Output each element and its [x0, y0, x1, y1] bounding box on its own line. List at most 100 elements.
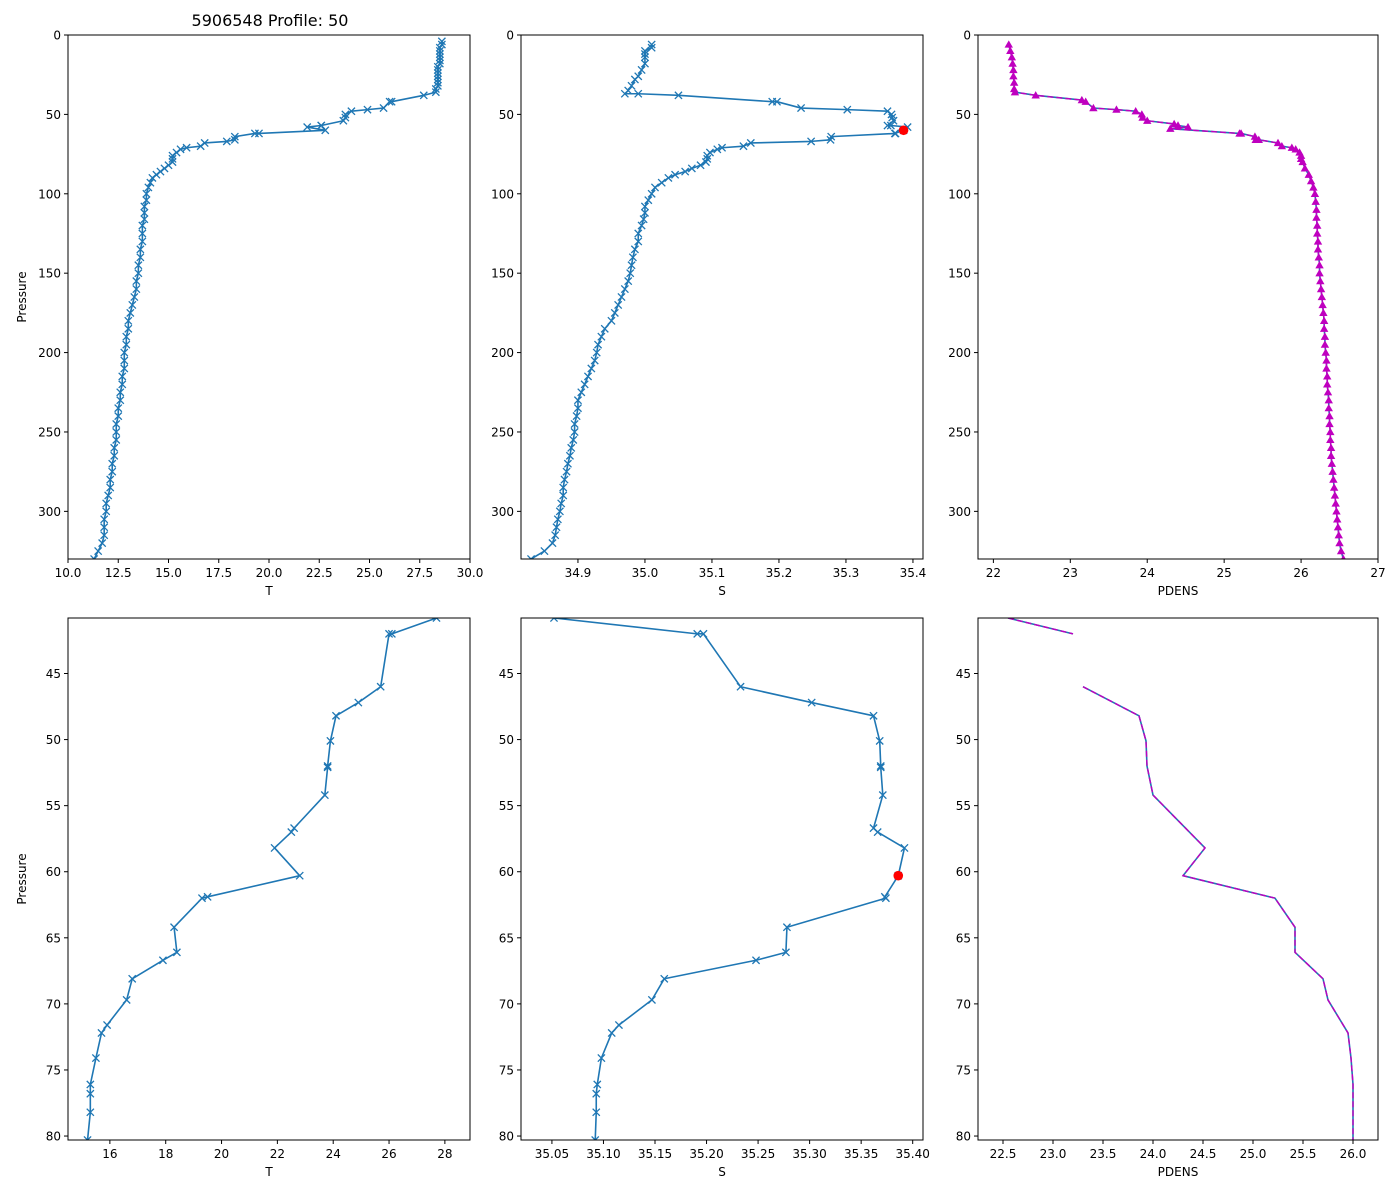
data-point-triangle-marker: [1317, 292, 1327, 301]
x-tick-label: 30.0: [457, 566, 484, 580]
x-tick-label: 35.3: [833, 566, 860, 580]
data-point-x-marker: [100, 515, 109, 524]
data-point-x-marker: [827, 132, 836, 141]
data-point-x-marker: [570, 419, 579, 429]
data-point-x-marker: [560, 475, 569, 484]
data-point-triangle-marker: [1009, 65, 1018, 74]
data-point-x-marker: [323, 763, 332, 772]
data-point-x-marker: [435, 56, 444, 65]
x-tick-label: 25.5: [1290, 1147, 1317, 1161]
data-point-x-marker: [136, 245, 145, 254]
series-pdens: [1004, 40, 1346, 559]
data-point-x-marker: [116, 396, 125, 405]
x-tick-label: 35.15: [638, 1147, 672, 1161]
y-tick-label: 250: [491, 425, 514, 439]
data-point-x-marker: [112, 419, 121, 429]
data-point-triangle-marker: [1300, 164, 1310, 172]
data-point-triangle-marker: [1319, 316, 1329, 324]
data-point-x-marker: [569, 435, 578, 444]
data-point-triangle-marker: [1138, 113, 1147, 121]
panel-top-left: 10.0 12.5 15.0 17.5 20.0 22.5 25.0 27.5 30.0 0 50 1…: [15, 29, 483, 599]
y-tick-label: 50: [956, 108, 971, 122]
data-point-x-marker: [563, 459, 572, 468]
data-point-x-marker: [339, 116, 348, 125]
x-tick-label: 22.5: [306, 566, 333, 580]
data-point-triangle-marker: [1008, 59, 1017, 67]
data-point-x-marker: [640, 59, 650, 68]
x-tick-label: 35.2: [766, 566, 793, 580]
data-point-x-marker: [94, 547, 103, 556]
y-tick-label: 150: [491, 267, 514, 281]
data-point-x-marker: [637, 65, 646, 74]
plot-area: [549, 618, 909, 1140]
data-point-x-marker: [634, 237, 643, 246]
data-point-x-marker: [106, 483, 115, 492]
data-point-triangle-marker: [1322, 356, 1331, 364]
data-point-x-marker: [552, 523, 561, 532]
data-point-x-marker: [148, 173, 157, 182]
data-point-triangle-marker: [1131, 107, 1140, 115]
y-tick-label: 80: [499, 1130, 514, 1144]
data-point-x-marker: [873, 828, 882, 837]
y-tick-label: 60: [499, 865, 514, 879]
data-point-x-marker: [387, 97, 396, 106]
data-point-x-marker: [126, 308, 135, 317]
x-tick-label: 24.0: [1140, 1147, 1167, 1161]
plot-area: [1007, 618, 1354, 1140]
data-point-x-marker: [132, 285, 141, 294]
data-point-triangle-marker: [1313, 237, 1323, 245]
data-point-x-marker: [610, 308, 619, 317]
x-tick-label: 23.5: [1090, 1147, 1117, 1161]
data-point-triangle-marker: [1315, 261, 1324, 269]
data-point-x-marker: [647, 995, 656, 1004]
y-tick-label: 0: [963, 29, 971, 43]
data-point-x-marker: [565, 451, 574, 460]
data-point-x-marker: [108, 459, 117, 468]
series-t: [90, 37, 446, 559]
data-point-x-marker: [797, 103, 806, 113]
data-point-x-marker: [222, 137, 231, 146]
data-point-x-marker: [142, 196, 151, 205]
data-point-x-marker: [640, 202, 650, 211]
data-point-triangle-marker: [1313, 245, 1323, 253]
data-point-x-marker: [562, 467, 571, 476]
data-point-x-marker: [557, 499, 566, 508]
data-point-x-marker: [140, 202, 149, 211]
data-point-x-marker: [674, 91, 683, 100]
data-point-triangle-marker: [1332, 507, 1341, 515]
data-point-triangle-marker: [1291, 145, 1300, 153]
data-point-x-marker: [881, 894, 890, 903]
y-tick-label: 50: [499, 733, 514, 747]
axes-frame: [67, 34, 471, 560]
data-point-x-marker: [100, 531, 109, 540]
data-point-x-marker: [138, 221, 147, 230]
data-point-triangle-marker: [1333, 515, 1342, 523]
data-point-x-marker: [140, 208, 149, 217]
data-point-x-marker: [782, 923, 791, 932]
data-point-triangle-marker: [1313, 221, 1322, 229]
data-point-triangle-marker: [1166, 124, 1175, 132]
data-point-x-marker: [647, 40, 656, 49]
data-point-x-marker: [120, 348, 129, 357]
y-tick-label: 200: [491, 346, 514, 360]
data-point-x-marker: [433, 69, 442, 78]
data-point-x-marker: [290, 824, 299, 833]
data-point-x-marker: [387, 629, 396, 638]
data-point-triangle-marker: [1327, 459, 1337, 467]
x-tick-label: 27.5: [406, 566, 433, 580]
y-tick-label: 300: [38, 505, 61, 519]
data-point-x-marker: [640, 49, 650, 59]
data-point-x-marker: [600, 324, 609, 333]
data-point-x-marker: [751, 956, 761, 965]
data-point-x-marker: [435, 53, 444, 62]
x-tick-label: 12.5: [105, 566, 132, 580]
data-point-x-marker: [624, 277, 633, 286]
data-point-triangle-marker: [1323, 380, 1332, 388]
data-point-x-marker: [597, 1054, 606, 1063]
data-point-x-marker: [657, 178, 666, 187]
data-point-x-marker: [664, 173, 673, 182]
data-point-x-marker: [134, 261, 143, 270]
data-point-x-marker: [90, 554, 99, 559]
data-point-triangle-marker: [1009, 72, 1018, 80]
data-point-x-marker: [106, 475, 115, 484]
